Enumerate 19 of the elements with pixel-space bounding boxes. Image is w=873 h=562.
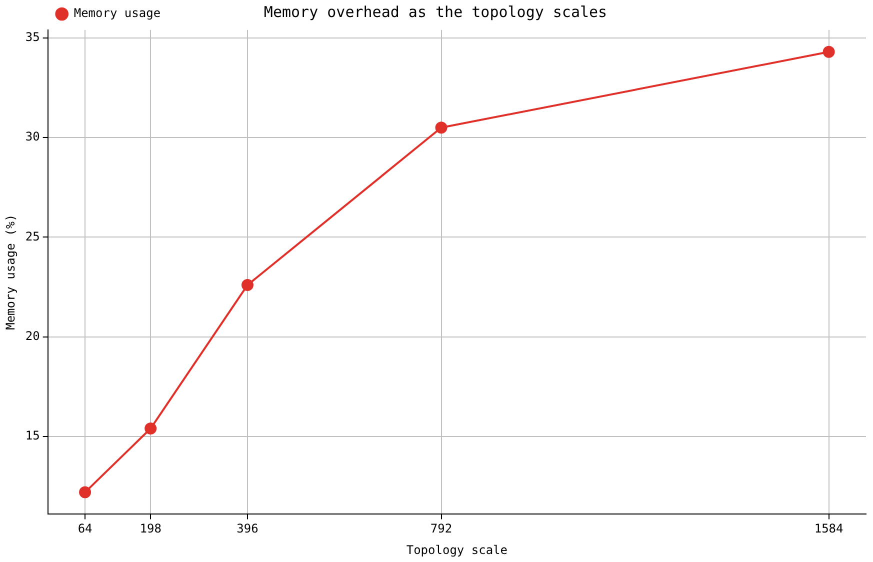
x-tick-label: 396 (236, 522, 258, 536)
x-axis-title: Topology scale (406, 542, 508, 557)
y-tick-label: 25 (25, 229, 40, 244)
point (435, 122, 448, 134)
point (79, 486, 92, 498)
x-tick-label: 198 (140, 522, 162, 536)
chart-title: Memory overhead as the topology scales (264, 2, 608, 21)
point (144, 422, 157, 435)
point (822, 46, 835, 58)
y-tick-label: 30 (25, 130, 40, 144)
x-tick-label: 64 (78, 522, 92, 536)
point (241, 279, 254, 292)
y-tick-label: 15 (25, 428, 40, 443)
y-tick-label: 20 (25, 328, 40, 343)
y-axis-title: Memory usage (%) (3, 214, 18, 330)
x-tick-label: 792 (430, 522, 452, 536)
legend-label: Memory usage (74, 6, 161, 20)
y-tick-label: 35 (25, 30, 40, 44)
x-tick-label: 1584 (814, 522, 844, 536)
